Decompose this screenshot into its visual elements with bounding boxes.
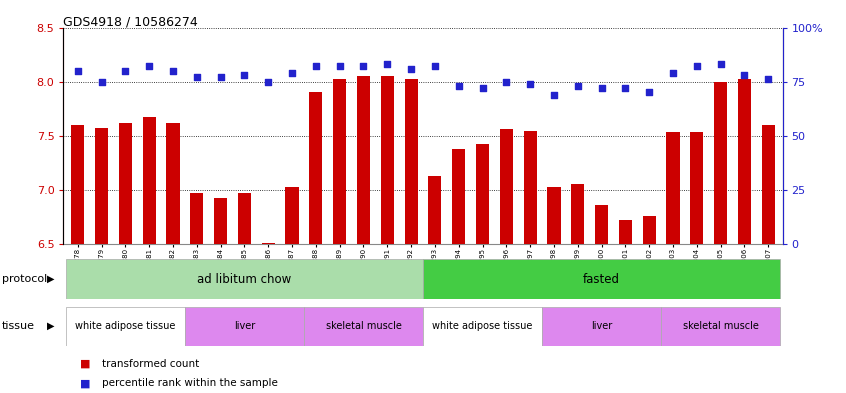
Point: [524, 81, 537, 87]
Bar: [761, 125, 775, 244]
Bar: [542, 307, 661, 346]
Point: [642, 89, 656, 95]
Text: ▶: ▶: [47, 321, 54, 331]
Bar: [66, 259, 423, 299]
Text: transformed count: transformed count: [102, 358, 199, 369]
Bar: [714, 81, 728, 244]
Text: liver: liver: [233, 321, 255, 331]
Bar: [690, 132, 703, 244]
Point: [309, 63, 322, 70]
Point: [761, 76, 775, 83]
Text: GDS4918 / 10586274: GDS4918 / 10586274: [63, 16, 198, 29]
Text: skeletal muscle: skeletal muscle: [326, 321, 401, 331]
Point: [190, 74, 204, 81]
Point: [118, 68, 132, 74]
Bar: [661, 307, 780, 346]
Bar: [261, 242, 275, 244]
Point: [142, 63, 156, 70]
Point: [285, 70, 299, 76]
Text: percentile rank within the sample: percentile rank within the sample: [102, 378, 277, 388]
Bar: [595, 205, 608, 244]
Point: [452, 83, 465, 89]
Point: [214, 74, 228, 81]
Text: ad libitum chow: ad libitum chow: [197, 272, 292, 286]
Point: [500, 78, 514, 84]
Text: white adipose tissue: white adipose tissue: [75, 321, 176, 331]
Bar: [452, 149, 465, 244]
Point: [738, 72, 751, 78]
Point: [571, 83, 585, 89]
Bar: [423, 259, 780, 299]
Bar: [310, 92, 322, 244]
Bar: [476, 144, 489, 244]
Point: [428, 63, 442, 70]
Point: [261, 78, 275, 84]
Text: fasted: fasted: [583, 272, 620, 286]
Bar: [333, 79, 346, 244]
Point: [667, 70, 680, 76]
Text: white adipose tissue: white adipose tissue: [432, 321, 533, 331]
Point: [475, 85, 489, 91]
Bar: [547, 187, 561, 244]
Bar: [95, 128, 108, 244]
Bar: [571, 184, 585, 244]
Bar: [238, 193, 251, 244]
Bar: [118, 123, 132, 244]
Text: ▶: ▶: [47, 274, 54, 284]
Bar: [304, 307, 423, 346]
Bar: [500, 129, 513, 244]
Text: ■: ■: [80, 378, 91, 388]
Text: ■: ■: [80, 358, 91, 369]
Point: [71, 68, 85, 74]
Bar: [71, 125, 85, 244]
Point: [404, 65, 418, 72]
Text: tissue: tissue: [2, 321, 35, 331]
Point: [618, 85, 632, 91]
Bar: [381, 76, 394, 244]
Bar: [524, 131, 536, 244]
Bar: [185, 307, 304, 346]
Bar: [66, 307, 185, 346]
Point: [95, 78, 108, 84]
Point: [381, 61, 394, 67]
Bar: [618, 220, 632, 244]
Bar: [428, 176, 442, 244]
Bar: [357, 76, 370, 244]
Point: [332, 63, 346, 70]
Bar: [143, 117, 156, 244]
Point: [547, 91, 561, 97]
Point: [714, 61, 728, 67]
Bar: [214, 198, 228, 244]
Text: protocol: protocol: [2, 274, 47, 284]
Point: [238, 72, 251, 78]
Bar: [667, 132, 679, 244]
Point: [690, 63, 704, 70]
Bar: [404, 79, 418, 244]
Text: skeletal muscle: skeletal muscle: [683, 321, 759, 331]
Text: liver: liver: [591, 321, 613, 331]
Point: [166, 68, 179, 74]
Bar: [285, 187, 299, 244]
Point: [595, 85, 608, 91]
Bar: [190, 193, 203, 244]
Bar: [738, 79, 751, 244]
Bar: [643, 215, 656, 244]
Bar: [423, 307, 542, 346]
Point: [357, 63, 371, 70]
Bar: [167, 123, 179, 244]
